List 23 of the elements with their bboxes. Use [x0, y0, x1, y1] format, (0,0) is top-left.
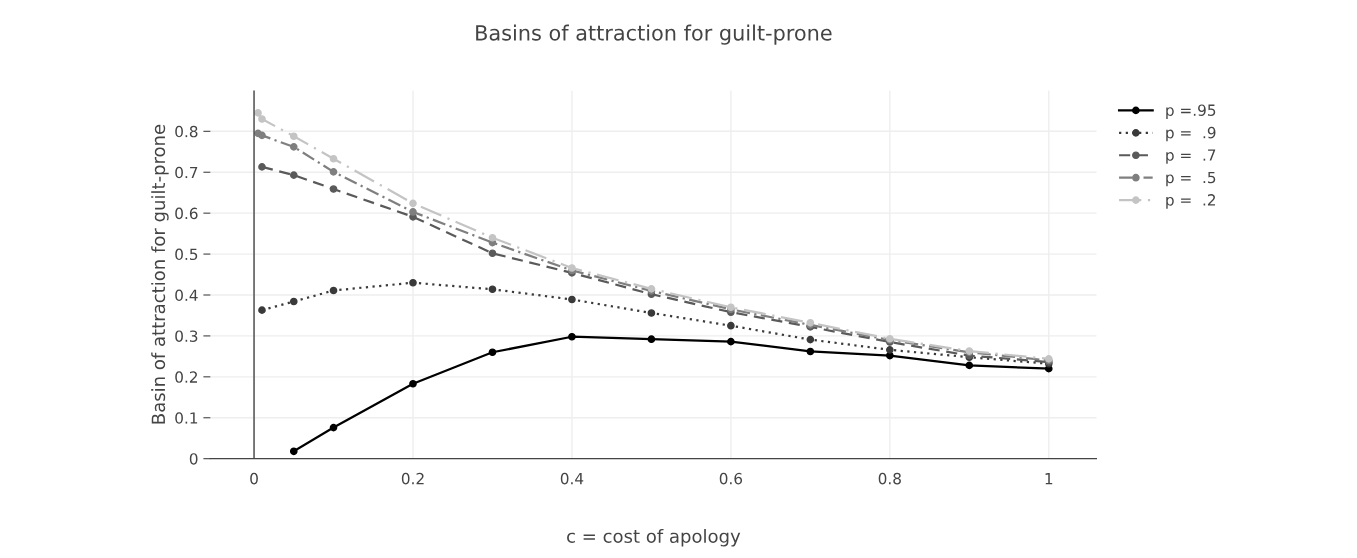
x-tick-label: 0.8: [878, 472, 901, 485]
legend-label: p = .2: [1166, 194, 1216, 209]
x-tick-label: 0.6: [719, 472, 743, 485]
x-axis-title: c = cost of apology: [567, 529, 741, 547]
legend-label: p = .5: [1166, 171, 1216, 187]
y-tick-label: 0.7: [175, 166, 198, 179]
y-tick-label: 0.6: [175, 207, 198, 220]
y-tick-label: 0.1: [175, 412, 198, 424]
y-tick-label: 0.5: [175, 248, 198, 261]
x-tick-label: 0: [250, 472, 258, 485]
legend-label: p =.95: [1166, 104, 1216, 119]
x-tick-label: 0.2: [401, 472, 424, 485]
legend-label: p = .7: [1166, 149, 1216, 164]
y-tick-label: 0.4: [175, 289, 198, 302]
x-tick-label: 0.4: [560, 472, 584, 485]
y-axis-title: Basin of attraction for guilt-prone: [151, 124, 169, 424]
legend-label: p = .9: [1166, 126, 1216, 142]
y-tick-label: 0.2: [175, 371, 197, 383]
x-tick-label: 1: [1045, 473, 1053, 485]
chart-title: Basins of attraction for guilt-prone: [476, 24, 832, 45]
y-tick-label: 0: [189, 453, 198, 465]
y-tick-label: 0.8: [175, 125, 198, 138]
y-tick-label: 0.3: [175, 330, 198, 342]
